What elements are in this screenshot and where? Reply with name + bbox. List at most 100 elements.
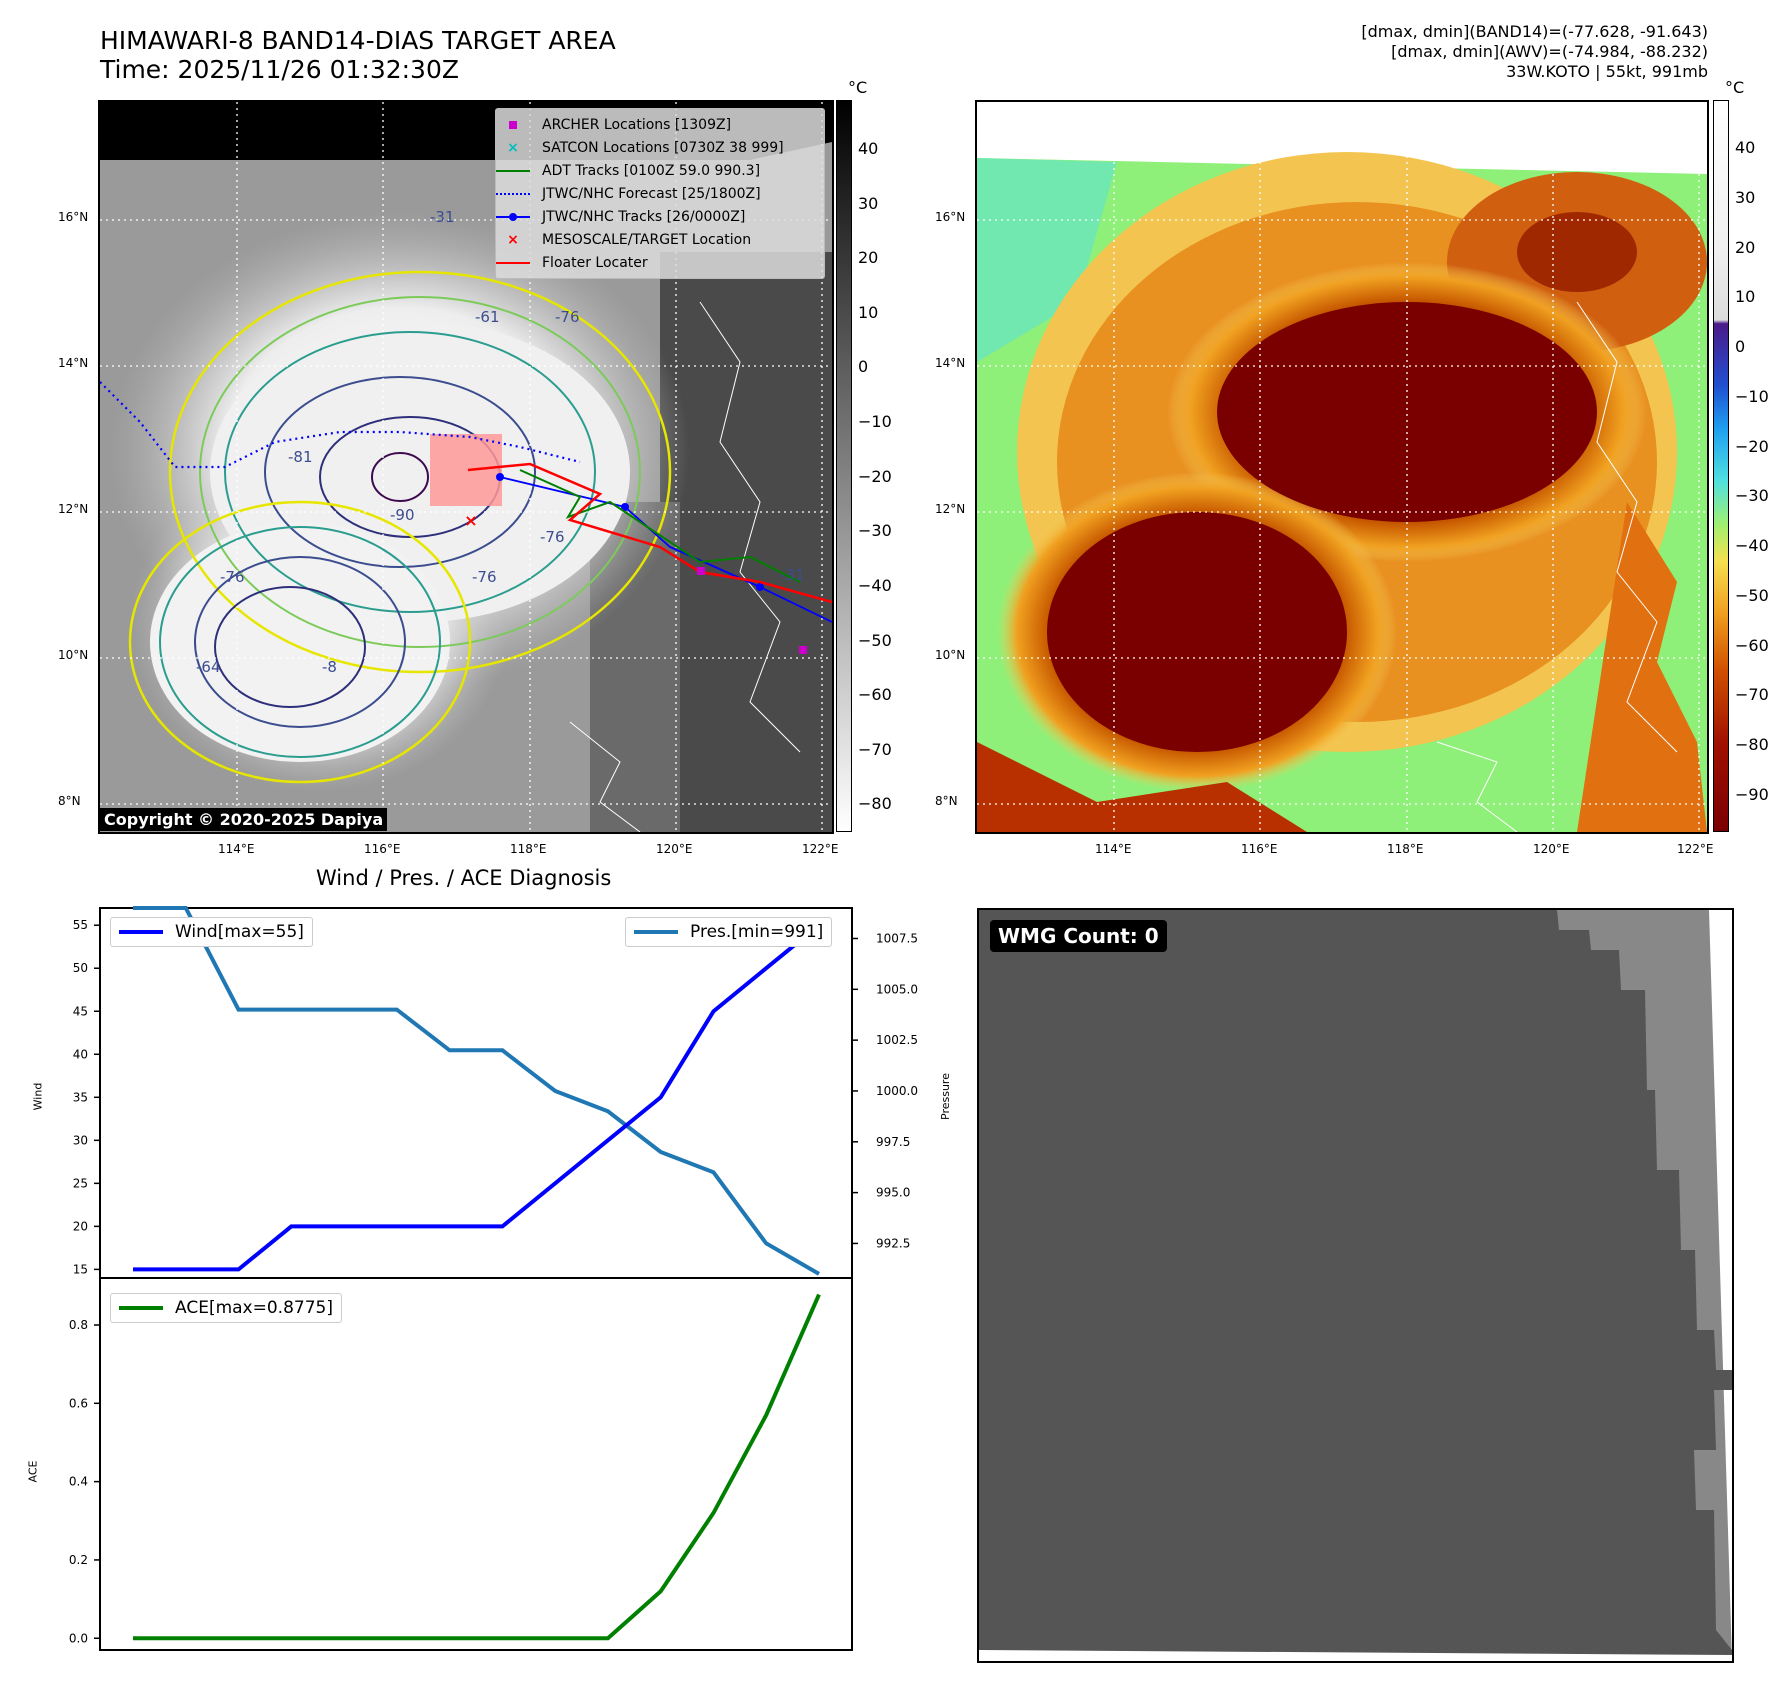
line-dot-icon: [496, 207, 530, 227]
legend-label: ARCHER Locations [1309Z]: [542, 116, 732, 133]
colorbar-tick: −60: [1735, 635, 1769, 655]
lon-tick: 118°E: [510, 842, 547, 856]
jtwc-forecast-track: [100, 381, 581, 469]
contour-label: -76: [472, 568, 497, 586]
contour-labels: -81 -90 -76 -76 -64 -8 -76 -76 -61 -31 -…: [196, 208, 805, 676]
copyright-label: Copyright © 2020-2025 Dapiya: [100, 808, 388, 831]
colorbar-tick: 10: [858, 302, 879, 322]
colorbar-tick: −90: [1735, 784, 1769, 804]
legend-archer: ARCHER Locations [1309Z]: [496, 113, 824, 136]
lat-tick: 10°N: [58, 648, 89, 662]
storm-info: 33W.KOTO | 55kt, 991mb: [1506, 62, 1708, 81]
contour-label: -76: [555, 308, 580, 326]
contour-label: -76: [220, 568, 245, 586]
square-marker-icon: [496, 115, 530, 135]
legend-label: Pres.[min=991]: [690, 922, 824, 942]
y-tick-label: 1000.0: [876, 1084, 918, 1098]
wind-legend: Wind[max=55]: [110, 917, 313, 947]
lon-tick: 122°E: [1677, 842, 1714, 856]
legend-label: Wind[max=55]: [175, 922, 304, 942]
lat-tick: 14°N: [58, 356, 89, 370]
wind-axis-label: Wind: [31, 1082, 45, 1111]
title-line-2: Time: 2025/11/26 01:32:30Z: [100, 55, 459, 84]
legend-label: ADT Tracks [0100Z 59.0 990.3]: [542, 162, 761, 179]
ir-map-panel: × -81 -90 -76 -76 -64 -8 -76 -76 -61 -31…: [98, 100, 834, 834]
pressure-legend: Pres.[min=991]: [625, 917, 833, 947]
wmg-panel: [977, 908, 1734, 1663]
line-icon: [119, 930, 163, 934]
floater-locater-track: [467, 462, 832, 604]
y-tick-label: 995.0: [876, 1186, 910, 1200]
colorbar-tick: 30: [1735, 187, 1756, 207]
y-tick-label: 0.2: [69, 1553, 88, 1567]
y-tick-label: 15: [73, 1262, 88, 1276]
colorbar-tick: −30: [1735, 486, 1769, 506]
line-icon: [496, 161, 530, 181]
pressure-series-line: [133, 906, 821, 1276]
colorbar-tick: 20: [1735, 237, 1756, 257]
legend-adt: ADT Tracks [0100Z 59.0 990.3]: [496, 159, 824, 182]
lon-tick: 116°E: [364, 842, 401, 856]
wmg-image: [979, 910, 1732, 1661]
y-tick-label: 0.4: [69, 1475, 88, 1489]
mesoscale-target-marker: ×: [464, 511, 477, 530]
lon-tick: 114°E: [1095, 842, 1132, 856]
colorbar-unit: °C: [848, 78, 868, 97]
jtwc-track: [499, 476, 832, 623]
stats-band14: [dmax, dmin](BAND14)=(-77.628, -91.643): [1361, 22, 1708, 41]
awv-map-image: [977, 102, 1707, 832]
mesoscale-target-box: [430, 434, 502, 506]
legend-mesoscale: × MESOSCALE/TARGET Location: [496, 228, 824, 251]
lon-tick: 116°E: [1241, 842, 1278, 856]
y-tick-label: 992.5: [876, 1236, 910, 1250]
y-tick-label: 997.5: [876, 1135, 910, 1149]
legend-label: Floater Locater: [542, 254, 648, 271]
legend-satcon: × SATCON Locations [0730Z 38 999]: [496, 136, 824, 159]
colorbar-tick: −60: [858, 685, 892, 705]
lat-tick: 12°N: [935, 502, 966, 516]
colorbar-tick: 10: [1735, 287, 1756, 307]
awv-colorbar: [1713, 100, 1729, 832]
legend-label: ACE[max=0.8775]: [175, 1298, 333, 1318]
title-line-1: HIMAWARI-8 BAND14-DIAS TARGET AREA: [100, 26, 616, 55]
lat-tick: 14°N: [935, 356, 966, 370]
contour-label: -31: [430, 208, 455, 226]
lon-tick: 122°E: [802, 842, 839, 856]
awv-map-panel: [975, 100, 1709, 834]
contour-label: -90: [390, 506, 415, 524]
diagnosis-title: Wind / Pres. / ACE Diagnosis: [316, 866, 612, 890]
y-tick-label: 0.6: [69, 1396, 88, 1410]
lat-tick: 16°N: [58, 210, 89, 224]
colorbar-tick: −70: [858, 739, 892, 759]
dotted-line-icon: [496, 184, 530, 204]
y-tick-label: 55: [73, 918, 88, 932]
y-tick-label: 1002.5: [876, 1033, 918, 1047]
colorbar-tick: −40: [1735, 536, 1769, 556]
archer-location-marker: [697, 567, 705, 575]
line-icon: [496, 253, 530, 273]
figure-title: HIMAWARI-8 BAND14-DIAS TARGET AREA Time:…: [100, 26, 616, 84]
colorbar-tick: −20: [858, 466, 892, 486]
legend-label: MESOSCALE/TARGET Location: [542, 231, 752, 248]
contour-label: -64: [196, 658, 221, 676]
stats-block: [dmax, dmin](BAND14)=(-77.628, -91.643) …: [1361, 22, 1708, 82]
x-marker-icon: ×: [507, 231, 519, 248]
colorbar-tick: 40: [858, 138, 879, 158]
wind-series-line: [133, 923, 821, 1272]
colorbar-tick: 0: [858, 357, 869, 377]
contour-label: -61: [475, 308, 500, 326]
lon-tick: 114°E: [218, 842, 255, 856]
lon-tick: 120°E: [1533, 842, 1570, 856]
ace-series-line: [133, 1293, 821, 1641]
diagnosis-chart: 55 50 45 40 35 30 25 20 15 1007.5 1005.0 1002.5 1000…: [69, 906, 918, 1651]
legend-label: SATCON Locations [0730Z 38 999]: [542, 139, 784, 156]
colorbar-tick: −10: [1735, 386, 1769, 406]
colorbar-tick: 40: [1735, 138, 1756, 158]
line-icon: [119, 1306, 163, 1310]
line-icon: [634, 930, 678, 934]
lat-tick: 8°N: [935, 794, 958, 808]
colorbar-tick: −30: [858, 521, 892, 541]
pressure-axis-label: Pressure: [938, 1073, 952, 1120]
jtwc-track-point: [621, 503, 629, 511]
colorbar-tick: −70: [1735, 685, 1769, 705]
